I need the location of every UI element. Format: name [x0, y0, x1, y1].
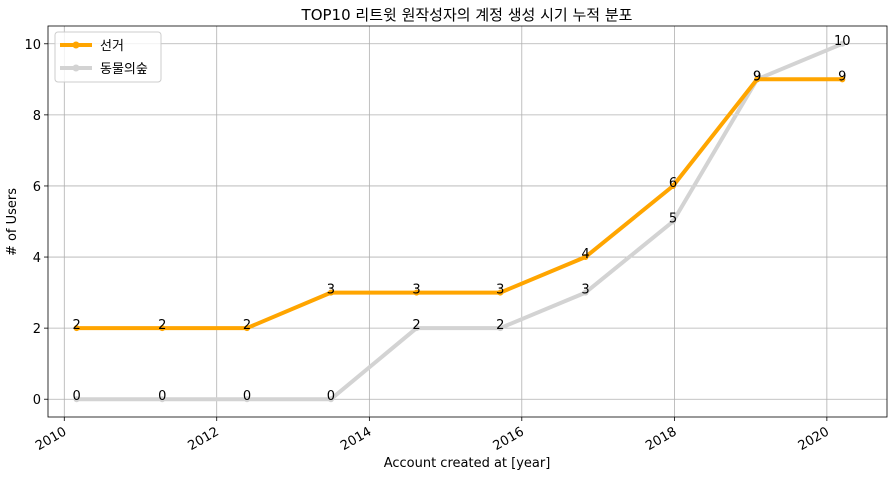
- data-label-1: 3: [581, 283, 589, 298]
- legend-label-animal-crossing: 동물의숲: [100, 62, 148, 77]
- data-label-0: 3: [412, 283, 420, 298]
- x-tick-label: 2014: [338, 424, 374, 454]
- data-label-0: 2: [243, 318, 251, 333]
- series-line-1: [77, 44, 843, 399]
- data-label-1: 2: [412, 318, 420, 333]
- y-tick-label: 2: [33, 322, 41, 337]
- data-label-1: 5: [669, 212, 677, 227]
- y-tick-label: 8: [33, 109, 41, 124]
- series-line-0: [77, 79, 843, 328]
- data-label-0: 3: [496, 283, 504, 298]
- data-label-0: 6: [669, 176, 677, 191]
- data-label-0: 4: [581, 247, 589, 262]
- legend-label-election: 선거: [100, 39, 124, 54]
- data-label-1: 2: [496, 318, 504, 333]
- chart-title: TOP10 리트윗 원작성자의 계정 생성 시기 누적 분포: [301, 6, 633, 24]
- series-lines: [74, 41, 846, 402]
- x-axis-label: Account created at [year]: [384, 456, 551, 471]
- data-label-1: 9: [753, 69, 761, 84]
- plot-area: [48, 26, 887, 417]
- data-label-0: 9: [838, 69, 846, 84]
- y-tick-label: 6: [33, 180, 41, 195]
- data-label-1: 0: [158, 389, 166, 404]
- x-tick-label: 2010: [33, 424, 69, 454]
- legend-marker-election: [73, 42, 80, 49]
- y-axis-label: # of Users: [5, 188, 20, 256]
- legend-marker-animal-crossing: [73, 65, 80, 72]
- y-tick-label: 10: [24, 38, 41, 53]
- data-label-1: 0: [327, 389, 335, 404]
- data-label-0: 2: [72, 318, 80, 333]
- data-label-1: 0: [72, 389, 80, 404]
- x-tick-label: 2016: [491, 424, 527, 454]
- y-tick-label: 0: [33, 393, 41, 408]
- data-label-1: 10: [834, 34, 851, 49]
- y-tick-label: 4: [33, 251, 41, 266]
- data-label-1: 0: [243, 389, 251, 404]
- legend: 선거 동물의숲: [55, 32, 161, 82]
- grid: [48, 26, 887, 417]
- data-label-0: 3: [327, 283, 335, 298]
- x-tick-label: 2018: [643, 424, 679, 454]
- x-tick-label: 2020: [796, 424, 832, 454]
- x-tick-label: 2012: [186, 424, 222, 454]
- data-label-0: 2: [158, 318, 166, 333]
